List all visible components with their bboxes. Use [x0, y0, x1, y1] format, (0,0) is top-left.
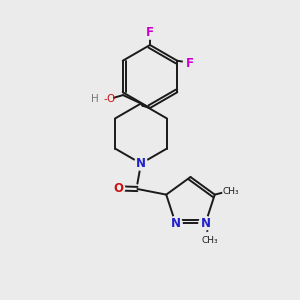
- Circle shape: [113, 182, 125, 194]
- Circle shape: [183, 56, 196, 70]
- Text: N: N: [170, 217, 181, 230]
- Text: F: F: [186, 57, 194, 70]
- Circle shape: [169, 217, 182, 230]
- Text: -O: -O: [103, 94, 116, 104]
- Circle shape: [223, 183, 240, 200]
- Text: N: N: [200, 217, 211, 230]
- Text: CH₃: CH₃: [223, 187, 240, 196]
- Text: O: O: [114, 182, 124, 195]
- Text: H: H: [91, 94, 98, 104]
- Text: CH₃: CH₃: [202, 236, 218, 245]
- Circle shape: [199, 217, 212, 230]
- Text: F: F: [146, 26, 154, 39]
- Circle shape: [202, 232, 218, 249]
- Circle shape: [134, 157, 148, 170]
- Circle shape: [92, 88, 112, 110]
- Text: N: N: [136, 157, 146, 170]
- Circle shape: [143, 26, 157, 39]
